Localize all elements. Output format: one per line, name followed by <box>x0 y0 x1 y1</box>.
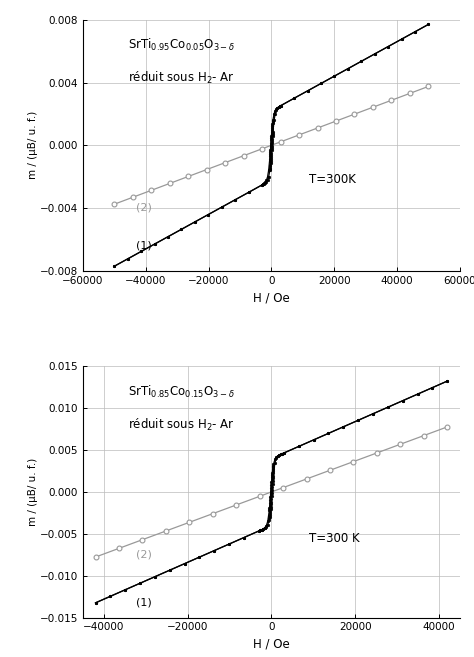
Y-axis label: m / (μB/ u. f.): m / (μB/ u. f.) <box>28 458 38 526</box>
Text: SrTi$_{0.95}$Co$_{0.05}$O$_{3-\delta}$: SrTi$_{0.95}$Co$_{0.05}$O$_{3-\delta}$ <box>128 37 235 53</box>
X-axis label: H / Oe: H / Oe <box>253 291 290 304</box>
Text: (2): (2) <box>136 549 152 559</box>
Text: réduit sous H$_{2}$- Ar: réduit sous H$_{2}$- Ar <box>128 417 235 433</box>
Text: T=300 K: T=300 K <box>309 532 360 545</box>
Text: (2): (2) <box>136 202 152 213</box>
Text: T=300K: T=300K <box>309 173 356 186</box>
X-axis label: H / Oe: H / Oe <box>253 638 290 651</box>
Text: (1): (1) <box>136 597 152 607</box>
Text: SrTi$_{0.85}$Co$_{0.15}$O$_{3-\delta}$: SrTi$_{0.85}$Co$_{0.15}$O$_{3-\delta}$ <box>128 384 235 400</box>
Y-axis label: m / (μB/ u. f.): m / (μB/ u. f.) <box>28 111 38 179</box>
Text: (1): (1) <box>136 240 152 250</box>
Text: réduit sous H$_{2}$- Ar: réduit sous H$_{2}$- Ar <box>128 70 235 86</box>
